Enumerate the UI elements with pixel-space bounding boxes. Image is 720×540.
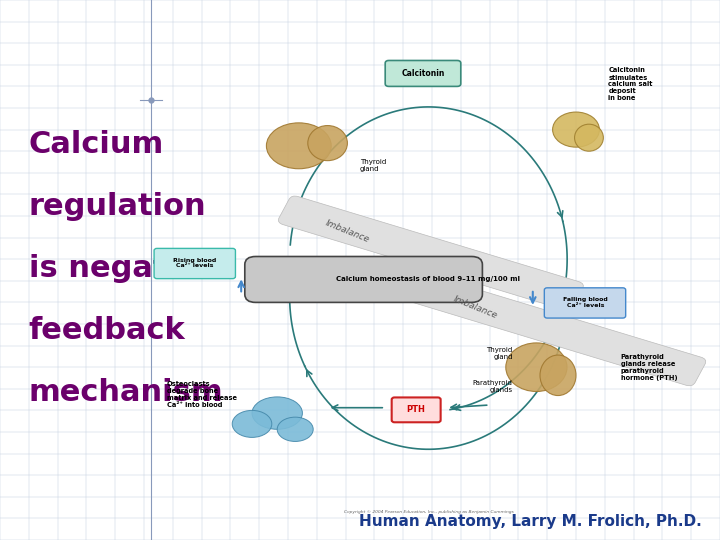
Ellipse shape <box>308 126 348 161</box>
Ellipse shape <box>277 417 313 442</box>
FancyBboxPatch shape <box>245 256 482 302</box>
Text: mechanism: mechanism <box>29 378 223 407</box>
Text: regulation: regulation <box>29 192 207 221</box>
FancyBboxPatch shape <box>401 272 706 386</box>
Text: PTH: PTH <box>407 406 426 414</box>
Text: Rising blood
Ca²⁺ levels: Rising blood Ca²⁺ levels <box>173 258 216 268</box>
Text: feedback: feedback <box>29 316 186 345</box>
Text: Parathyroid
glands release
parathyroid
hormone (PTH): Parathyroid glands release parathyroid h… <box>621 354 678 381</box>
Text: Falling blood
Ca²⁺ levels: Falling blood Ca²⁺ levels <box>563 297 608 308</box>
Text: Parathyroid
glands: Parathyroid glands <box>473 380 513 393</box>
Ellipse shape <box>553 112 600 147</box>
Text: Thyroid
gland: Thyroid gland <box>360 159 386 172</box>
Ellipse shape <box>252 397 302 429</box>
Ellipse shape <box>505 343 567 391</box>
FancyBboxPatch shape <box>279 196 583 310</box>
Ellipse shape <box>575 124 603 151</box>
Text: Imbalance: Imbalance <box>451 295 499 321</box>
Text: Human Anatomy, Larry M. Frolich, Ph.D.: Human Anatomy, Larry M. Frolich, Ph.D. <box>359 514 702 529</box>
FancyBboxPatch shape <box>544 288 626 318</box>
FancyBboxPatch shape <box>392 397 441 422</box>
Text: is negative: is negative <box>29 254 218 283</box>
Text: Calcium homeostasis of blood 9–11 mg/100 ml: Calcium homeostasis of blood 9–11 mg/100… <box>336 276 521 282</box>
Ellipse shape <box>540 355 576 395</box>
Text: Calcitonin
stimulates
calcium salt
deposit
in bone: Calcitonin stimulates calcium salt depos… <box>608 68 653 102</box>
FancyBboxPatch shape <box>154 248 235 279</box>
Text: Thyroid
gland: Thyroid gland <box>487 347 513 360</box>
Text: Osteoclasts
degrade bone
matrix and release
Ca²⁺ into blood: Osteoclasts degrade bone matrix and rele… <box>167 381 237 408</box>
Text: Copyright © 2004 Pearson Education, Inc., publishing as Benjamin Cummings: Copyright © 2004 Pearson Education, Inc.… <box>343 510 513 514</box>
Text: Imbalance: Imbalance <box>323 218 371 244</box>
Text: Calcium: Calcium <box>29 130 164 159</box>
Text: Calcitonin: Calcitonin <box>402 69 445 78</box>
Ellipse shape <box>232 410 271 437</box>
FancyBboxPatch shape <box>385 60 461 86</box>
Ellipse shape <box>266 123 331 168</box>
